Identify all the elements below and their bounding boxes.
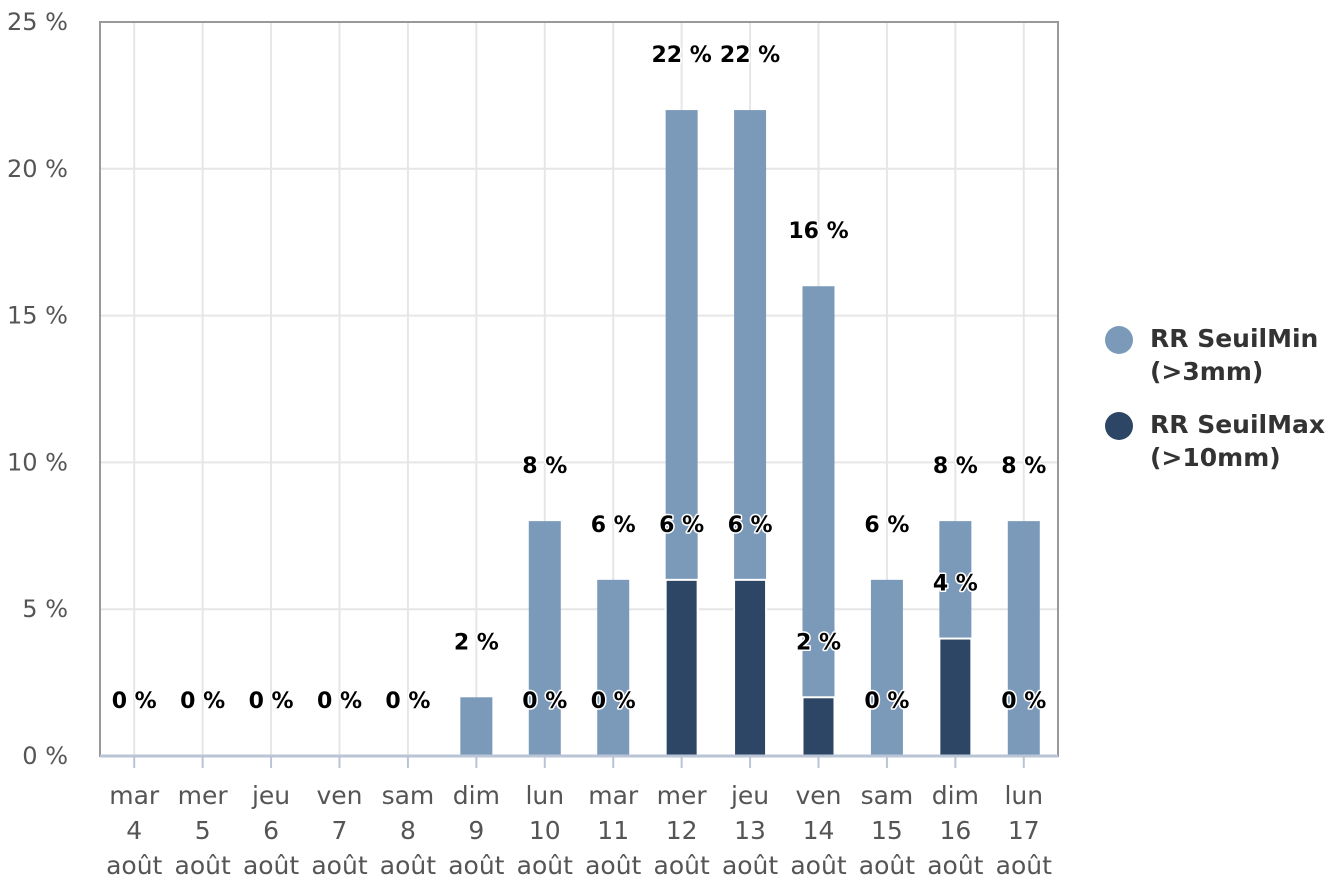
x-tick-label: dim: [932, 781, 979, 810]
x-tick-label: 9: [468, 816, 484, 845]
data-label-seuilmin: 6 %: [591, 513, 636, 538]
x-tick-label: août: [380, 851, 436, 880]
y-tick-label: 20 %: [7, 155, 68, 183]
x-tick-label: août: [996, 851, 1052, 880]
x-tick-label: 15: [871, 816, 903, 845]
bar-seuilmax: [801, 696, 836, 758]
x-tick-label: 6: [263, 816, 279, 845]
x-tick-label: 12: [666, 816, 698, 845]
legend-label-seuilmax: RR SeuilMax: [1150, 410, 1325, 439]
data-labels: 0 % 0 % 0 % 0 % 0 % 2 % 8 % 0 % 6 % 0 % 22 % 6 % 22 …: [110, 42, 1048, 716]
legend-swatch-seuilmax: [1105, 412, 1133, 440]
x-tick-label: août: [585, 851, 641, 880]
data-label-seuilmin: 0 %: [112, 689, 157, 714]
x-tick-label: 11: [597, 816, 629, 845]
data-label-seuilmin: 8 %: [933, 454, 978, 479]
bars: [460, 110, 1040, 758]
data-label-seuilmax: 6 %: [728, 513, 773, 538]
x-tick-label: août: [311, 851, 367, 880]
plot-border: [99, 21, 1059, 757]
x-tick-label: 5: [195, 816, 211, 845]
x-tick-label: août: [175, 851, 231, 880]
legend-label-seuilmin: RR SeuilMin: [1150, 324, 1319, 353]
data-label-seuilmin: 2 %: [454, 630, 499, 655]
x-tick-label: août: [106, 851, 162, 880]
legend: RR SeuilMin (>3mm) RR SeuilMax (>10mm): [1104, 322, 1326, 494]
data-label-seuilmax: 0 %: [1001, 689, 1046, 714]
data-label-seuilmin: 0 %: [317, 689, 362, 714]
legend-item-seuilmax[interactable]: RR SeuilMax (>10mm): [1104, 408, 1326, 474]
bar-seuilmin: [528, 521, 561, 756]
x-tick-label: ven: [795, 781, 841, 810]
x-tick-label: mer: [178, 781, 229, 810]
x-tick-label: sam: [382, 781, 435, 810]
bar-seuilmin: [1007, 521, 1040, 756]
grid-lines: [100, 21, 1058, 756]
y-tick-label: 0 %: [22, 742, 68, 770]
x-tick-label: sam: [861, 781, 914, 810]
bar-seuilmin: [802, 286, 835, 756]
data-label-seuilmax: 2 %: [796, 630, 841, 655]
x-tick-label: 17: [1008, 816, 1040, 845]
y-tick-label: 15 %: [7, 302, 68, 330]
axes: 0 % 5 % 10 % 15 % 20 % 25 % mar 4 août mer 5 août je…: [7, 8, 1059, 880]
x-tick-label: 4: [126, 816, 142, 845]
x-tick-label: août: [517, 851, 573, 880]
x-tick-label: mar: [109, 781, 160, 810]
x-tick-label: 16: [939, 816, 971, 845]
y-tick-label: 25 %: [7, 8, 68, 36]
x-tick-label: août: [859, 851, 915, 880]
data-label-seuilmin: 0 %: [385, 689, 430, 714]
x-tick-label: jeu: [251, 781, 290, 810]
legend-item-seuilmin[interactable]: RR SeuilMin (>3mm): [1104, 322, 1326, 388]
data-label-seuilmin: 16 %: [788, 219, 848, 244]
x-tick-label: août: [722, 851, 778, 880]
y-tick-label: 5 %: [22, 595, 68, 623]
x-tick-label: 8: [400, 816, 416, 845]
legend-swatch-seuilmin: [1105, 326, 1133, 354]
x-tick-label: mer: [657, 781, 708, 810]
data-label-seuilmin: 8 %: [522, 454, 567, 479]
x-tick-label: 14: [803, 816, 835, 845]
x-tick-label: août: [654, 851, 710, 880]
bar-seuilmin: [597, 579, 630, 756]
data-label-seuilmin: 0 %: [249, 689, 294, 714]
data-label-seuilmax: 4 %: [933, 572, 978, 597]
x-tick-label: août: [448, 851, 504, 880]
x-tick-label: 13: [734, 816, 766, 845]
bar-seuilmax: [664, 578, 699, 758]
data-label-seuilmax: 0 %: [591, 689, 636, 714]
x-tick-label: lun: [1004, 781, 1043, 810]
legend-sublabel-seuilmin: (>3mm): [1150, 357, 1264, 386]
x-tick-label: août: [927, 851, 983, 880]
data-label-seuilmin: 0 %: [180, 689, 225, 714]
x-tick-label: jeu: [730, 781, 769, 810]
x-tick-label: ven: [316, 781, 362, 810]
data-label-seuilmin: 22 %: [651, 43, 711, 68]
data-label-seuilmin: 6 %: [864, 513, 909, 538]
data-label-seuilmax: 0 %: [864, 689, 909, 714]
x-tick-label: dim: [453, 781, 500, 810]
x-tick-label: août: [790, 851, 846, 880]
x-tick-label: lun: [525, 781, 564, 810]
y-tick-label: 10 %: [7, 448, 68, 476]
bar-seuilmin: [460, 697, 493, 756]
x-tick-label: août: [243, 851, 299, 880]
legend-sublabel-seuilmax: (>10mm): [1150, 443, 1281, 472]
bar-seuilmax: [938, 637, 973, 757]
bar-seuilmin: [870, 579, 903, 756]
data-label-seuilmin: 22 %: [720, 43, 780, 68]
data-label-seuilmin: 8 %: [1001, 454, 1046, 479]
x-tick-label: mar: [588, 781, 639, 810]
x-tick-label: 7: [332, 816, 348, 845]
data-label-seuilmax: 6 %: [659, 513, 704, 538]
bar-seuilmax: [733, 578, 768, 758]
data-label-seuilmax: 0 %: [522, 689, 567, 714]
x-tick-label: 10: [529, 816, 561, 845]
